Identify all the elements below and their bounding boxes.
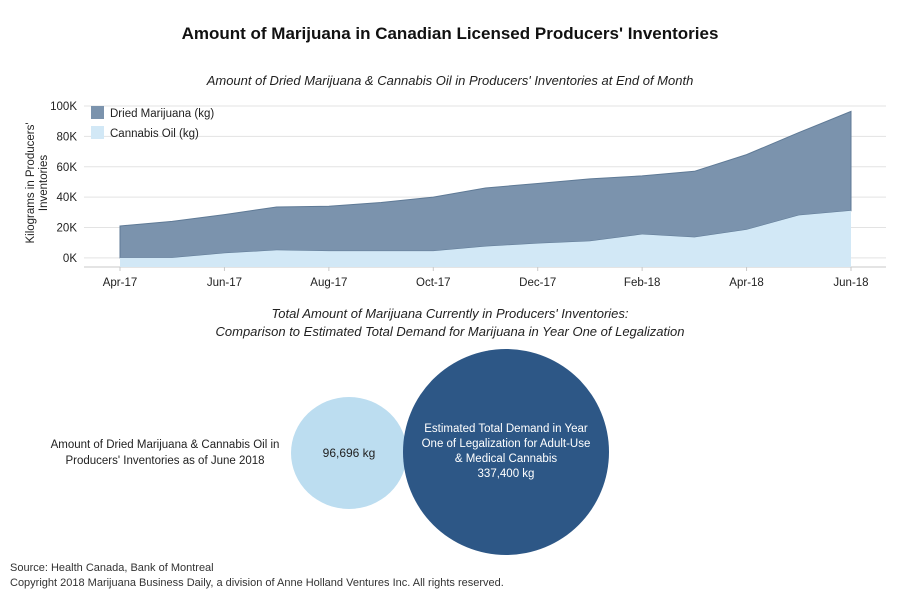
source-note: Source: Health Canada, Bank of Montreal …	[10, 561, 504, 591]
inventory-bubble-label: Amount of Dried Marijuana & Cannabis Oil…	[50, 439, 280, 467]
main-title: Amount of Marijuana in Canadian Licensed…	[181, 24, 719, 43]
demand-bubble-value: 337,400 kg	[477, 468, 535, 480]
demand-bubble-line2: One of Legalization for Adult-Use	[421, 438, 591, 450]
inventory-bubble-value: 96,696 kg	[322, 446, 376, 460]
x-tick-label: Feb-18	[624, 277, 660, 289]
x-tick-label: Jun-18	[833, 277, 868, 289]
inventory-bubble: 96,696 kg	[291, 397, 407, 509]
bubble-chart-title-line1: Total Amount of Marijuana Currently in P…	[271, 306, 629, 321]
bubble-chart-title: Total Amount of Marijuana Currently in P…	[0, 305, 900, 341]
cannabis-oil-area	[120, 210, 851, 267]
y-tick-label: 100K	[50, 101, 77, 113]
x-tick-label: Dec-17	[519, 277, 556, 289]
copyright-line: Copyright 2018 Marijuana Business Daily,…	[10, 577, 504, 589]
x-tick-label: Apr-17	[103, 277, 138, 289]
demand-bubble: Estimated Total Demand in Year One of Le…	[403, 349, 609, 555]
x-tick-label: Apr-18	[729, 277, 764, 289]
y-tick-label: 0K	[63, 253, 77, 265]
x-axis-ticks: Apr-17 Jun-17 Aug-17 Oct-17 Dec-17 Feb-18 Apr-…	[103, 267, 869, 289]
y-tick-label: 20K	[57, 223, 78, 235]
legend-swatch-dried	[91, 106, 104, 119]
y-tick-label: 80K	[57, 131, 78, 143]
x-tick-label: Aug-17	[310, 277, 347, 289]
area-chart-title: Amount of Dried Marijuana & Cannabis Oil…	[206, 73, 694, 88]
y-axis-label: Kilograms in Producers'Inventories	[25, 122, 50, 243]
y-tick-label: 60K	[57, 162, 78, 174]
demand-bubble-line3: & Medical Cannabis	[454, 453, 558, 465]
legend-label-oil: Cannabis Oil (kg)	[110, 128, 199, 140]
y-tick-label: 40K	[57, 192, 78, 204]
source-line: Source: Health Canada, Bank of Montreal	[10, 562, 214, 574]
bubble-chart-title-line2: Comparison to Estimated Total Demand for…	[215, 324, 685, 339]
legend-swatch-oil	[91, 126, 104, 139]
legend-label-dried: Dried Marijuana (kg)	[110, 108, 214, 120]
x-tick-label: Jun-17	[207, 277, 242, 289]
demand-bubble-line1: Estimated Total Demand in Year	[424, 423, 588, 435]
x-tick-label: Oct-17	[416, 277, 451, 289]
y-axis-ticks: 0K 20K 40K 60K 80K 100K	[50, 101, 77, 265]
area-chart: 0K 20K 40K 60K 80K 100K Apr-17 Jun-17 Aug-17 Oct…	[25, 101, 886, 289]
legend: Dried Marijuana (kg) Cannabis Oil (kg)	[91, 106, 214, 140]
